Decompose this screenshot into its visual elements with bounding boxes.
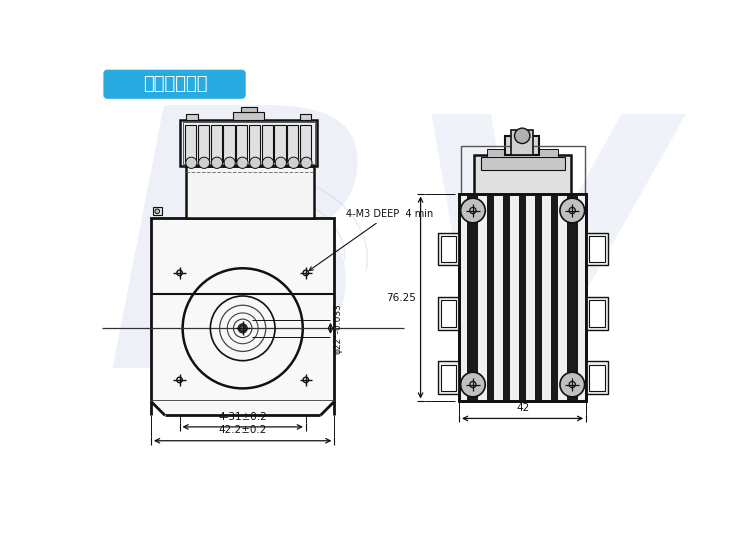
FancyBboxPatch shape bbox=[104, 70, 245, 98]
Circle shape bbox=[224, 157, 236, 168]
Text: 76.25: 76.25 bbox=[386, 293, 416, 302]
Polygon shape bbox=[151, 402, 334, 415]
Bar bbox=[242, 107, 256, 112]
Polygon shape bbox=[586, 233, 608, 265]
Bar bbox=[152, 208, 162, 215]
Text: 4-M3 DEEP  4 min: 4-M3 DEEP 4 min bbox=[309, 209, 433, 271]
Text: V: V bbox=[406, 103, 664, 426]
Bar bbox=[236, 125, 248, 162]
Bar bbox=[578, 195, 584, 400]
Bar bbox=[512, 130, 533, 155]
Circle shape bbox=[155, 209, 160, 214]
Bar bbox=[249, 125, 260, 162]
Bar bbox=[262, 125, 273, 162]
Bar bbox=[459, 193, 586, 402]
Bar bbox=[183, 122, 315, 163]
Bar bbox=[558, 195, 567, 400]
Bar bbox=[590, 236, 604, 262]
Bar bbox=[526, 195, 535, 400]
Text: B: B bbox=[104, 94, 380, 443]
Circle shape bbox=[238, 324, 248, 333]
Polygon shape bbox=[437, 362, 459, 394]
Circle shape bbox=[275, 157, 286, 168]
Circle shape bbox=[460, 372, 485, 397]
Polygon shape bbox=[586, 362, 608, 394]
Bar bbox=[481, 157, 565, 170]
Bar bbox=[187, 113, 198, 119]
Bar bbox=[185, 125, 196, 162]
Circle shape bbox=[183, 269, 303, 389]
Bar bbox=[211, 125, 222, 162]
Circle shape bbox=[211, 157, 223, 168]
Bar bbox=[198, 125, 209, 162]
Bar bbox=[440, 300, 456, 327]
Bar bbox=[459, 193, 586, 402]
Bar bbox=[542, 195, 550, 400]
Polygon shape bbox=[437, 297, 459, 329]
Text: 电机安装尺寸: 电机安装尺寸 bbox=[142, 75, 207, 93]
Circle shape bbox=[288, 157, 299, 168]
Bar bbox=[151, 218, 334, 402]
Circle shape bbox=[560, 372, 584, 397]
Circle shape bbox=[186, 157, 197, 168]
Circle shape bbox=[460, 198, 485, 223]
Circle shape bbox=[514, 128, 530, 144]
Bar bbox=[460, 146, 584, 193]
Bar bbox=[180, 119, 317, 166]
Bar bbox=[590, 364, 604, 391]
Bar bbox=[224, 125, 235, 162]
Bar bbox=[460, 195, 467, 400]
Text: 4-31±0.2: 4-31±0.2 bbox=[218, 412, 267, 421]
Circle shape bbox=[199, 157, 210, 168]
Bar bbox=[440, 364, 456, 391]
Polygon shape bbox=[437, 233, 459, 265]
Text: φ22°-0.033: φ22°-0.033 bbox=[334, 303, 343, 354]
Bar bbox=[187, 166, 314, 218]
Circle shape bbox=[262, 157, 274, 168]
Bar bbox=[590, 300, 604, 327]
Bar bbox=[478, 195, 488, 400]
Bar bbox=[506, 136, 539, 155]
Text: 42: 42 bbox=[516, 403, 530, 413]
Bar bbox=[510, 195, 519, 400]
Bar bbox=[487, 149, 559, 157]
Bar bbox=[274, 125, 286, 162]
Bar bbox=[287, 125, 298, 162]
Circle shape bbox=[250, 157, 261, 168]
Bar bbox=[300, 113, 311, 119]
Circle shape bbox=[560, 198, 584, 223]
Polygon shape bbox=[586, 297, 608, 329]
Bar bbox=[233, 112, 264, 119]
Text: 42.2±0.2: 42.2±0.2 bbox=[218, 425, 267, 435]
Bar bbox=[440, 236, 456, 262]
Circle shape bbox=[237, 157, 248, 168]
Bar bbox=[300, 125, 311, 162]
Bar bbox=[494, 195, 503, 400]
Circle shape bbox=[301, 157, 312, 168]
Bar bbox=[475, 155, 571, 193]
